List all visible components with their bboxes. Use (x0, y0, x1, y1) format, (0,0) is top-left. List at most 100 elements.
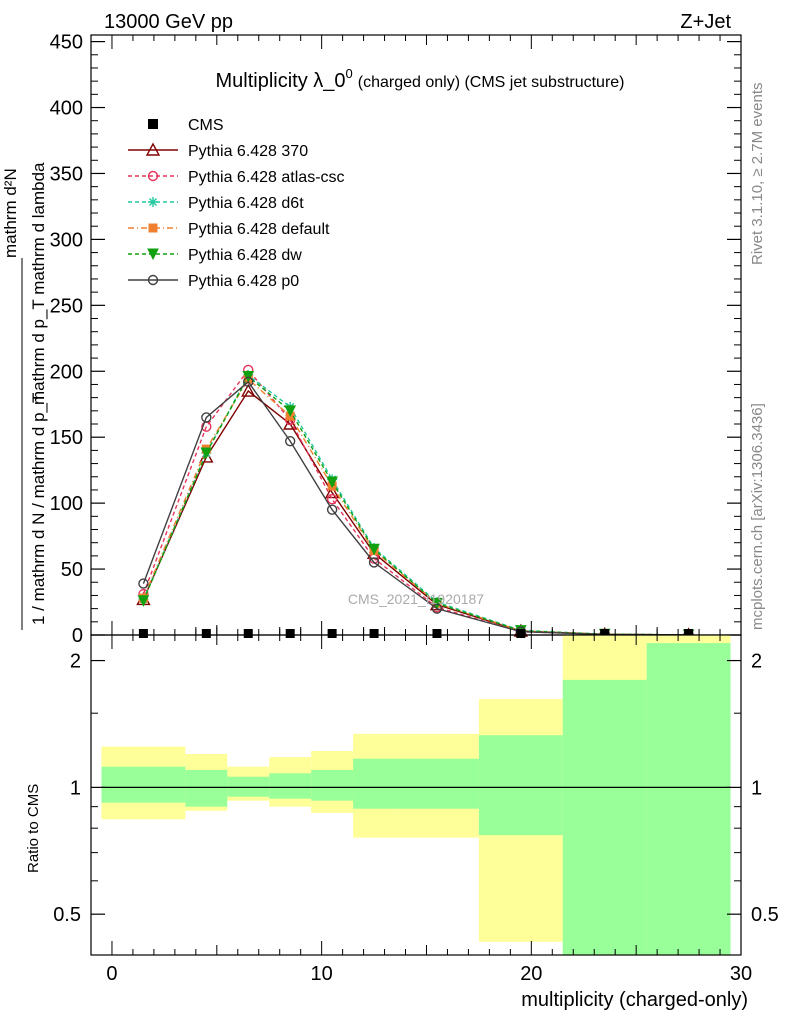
legend-marker (148, 119, 158, 129)
series-0-point (324, 485, 340, 499)
cms-point (432, 629, 442, 638)
legend-label: Pythia 6.428 370 (188, 143, 308, 160)
stat-band-bin (227, 776, 270, 797)
stat-band-bin (395, 758, 479, 809)
series-4-point (200, 447, 213, 460)
series-5-point (326, 504, 338, 515)
stat-band-bin (562, 679, 647, 955)
ratio-ytick-label-right: 1 (751, 777, 762, 799)
series-4-point (368, 543, 380, 556)
rivet-version-label: Rivet 3.1.10, ≥ 2.7M events (749, 83, 766, 266)
main-ytick-label: 250 (50, 295, 83, 317)
main-ytick-label: 200 (50, 361, 83, 383)
legend: CMS Pythia 6.428 370 Pythia 6.428 atlas-cs… (128, 117, 345, 290)
stat-band-bin (646, 643, 731, 955)
main-ytick-label: 400 (50, 98, 83, 120)
ratio-xtick-label: 20 (520, 963, 542, 985)
legend-marker (147, 170, 159, 182)
series-4-point (431, 597, 443, 610)
series-4-point (284, 405, 297, 417)
ylabel-numerator: mathrm d²N (1, 168, 20, 258)
ratio-ytick-label-right: 2 (751, 651, 762, 673)
svg-text:Multiplicity λ_00(charged only: Multiplicity λ_00 (charged only) (CMS jet… (215, 66, 624, 92)
ratio-marks (101, 635, 731, 955)
legend-label: CMS (188, 117, 224, 134)
series-5-point (138, 578, 149, 589)
legend-entry: Pythia 6.428 370 (128, 142, 308, 160)
analysis-watermark: CMS_2021_I1920187 (348, 591, 484, 607)
title-subtitle: (charged only) (CMS jet substructure) (358, 74, 625, 91)
ratio-xtick-label: 0 (106, 963, 117, 985)
main-ytick-label: 300 (50, 229, 83, 251)
series-4-point (326, 476, 338, 489)
stat-band-bin (353, 758, 396, 809)
series-5 (138, 376, 694, 641)
legend-marker (148, 223, 158, 233)
ratio-plot-frame (90, 634, 742, 956)
legend-marker (145, 142, 161, 156)
legend-marker-stroke (148, 197, 158, 207)
series-4-point (242, 371, 255, 383)
series-5-line (142, 380, 689, 636)
legend-label: Pythia 6.428 dw (188, 247, 302, 264)
ratio-ylabel: Ratio to CMS (25, 784, 42, 873)
ratio-panel: 0.5 0.51 12 20 10 20 30 Ratio to CMS multiplic… (25, 634, 779, 1011)
ratio-xtick-label: 10 (311, 963, 333, 985)
main-ytick-label: 50 (61, 559, 83, 581)
cms-point (285, 629, 295, 638)
cms-data (138, 629, 694, 638)
ratio-ytick-label: 1 (70, 777, 81, 799)
main-ylabel: 1 / mathrm d N / mathrm d p_T mathrm d²N… (1, 162, 48, 630)
x-axis-label: multiplicity (charged-only) (521, 989, 748, 1011)
legend-marker (147, 274, 159, 286)
legend-entry: Pythia 6.428 d6t (128, 195, 304, 212)
cms-point (138, 629, 148, 638)
legend-entry: Pythia 6.428 p0 (128, 273, 299, 290)
plot-title: Multiplicity λ_00 (charged only) (CMS jet… (215, 66, 624, 92)
legend-entry: Pythia 6.428 dw (128, 247, 302, 264)
stat-band-bin (101, 766, 186, 803)
ylabel-main: 1 / mathrm d N / mathrm d p_T (29, 393, 48, 625)
ratio-axes: 0.5 0.51 12 20 10 20 30 (53, 635, 779, 985)
ratio-ytick-label: 0.5 (53, 904, 81, 926)
series-5-point (201, 412, 212, 423)
ratio-ytick-label-right: 0.5 (751, 904, 779, 926)
series-5-point (243, 376, 254, 388)
cms-point (684, 629, 694, 638)
legend-label: Pythia 6.428 p0 (188, 273, 299, 290)
cms-point (516, 629, 526, 638)
title-main: Multiplicity λ_0 (215, 70, 345, 92)
main-ytick-label: 150 (50, 427, 83, 449)
main-axes: 0 50 100 150 200 250 300 350 400 450 (50, 32, 742, 647)
main-panel: CMS_2021_I1920187 0 50 100 150 200 250 300 350 4… (1, 32, 742, 647)
main-ytick-label: 350 (50, 163, 83, 185)
legend-entry: Pythia 6.428 default (128, 221, 330, 238)
title-superscript: 0 (346, 66, 353, 81)
series-4-point (137, 595, 150, 607)
cms-point (327, 629, 337, 638)
series-0-point (241, 383, 256, 397)
stat-band-bin (269, 773, 312, 799)
series-4-line (142, 375, 689, 636)
series-5-point (284, 435, 296, 447)
legend-marker (148, 197, 158, 207)
cms-point (201, 629, 211, 638)
header-channel: Z+Jet (680, 11, 731, 33)
main-ytick-label: 100 (50, 493, 83, 515)
ratio-ytick-label: 2 (70, 651, 81, 673)
cms-point (600, 629, 610, 638)
legend-entry: Pythia 6.428 atlas-csc (128, 169, 345, 186)
stat-band-bin (185, 769, 228, 807)
ratio-xtick-label: 30 (730, 963, 752, 985)
series-5-point (368, 557, 380, 568)
legend-entry: CMS (148, 117, 224, 134)
main-ytick-label: 450 (50, 32, 83, 54)
series-5-point (431, 603, 443, 614)
header-process: 13000 GeV pp (104, 11, 233, 33)
mcplots-credit-label: mcplots.cern.ch [arXiv:1306.3436] (749, 403, 766, 630)
ylabel-denominator: mathrm d p_T mathrm d lambda (29, 162, 48, 405)
cms-point (369, 629, 379, 638)
legend-marker (147, 248, 159, 261)
series-1-point (326, 493, 338, 505)
